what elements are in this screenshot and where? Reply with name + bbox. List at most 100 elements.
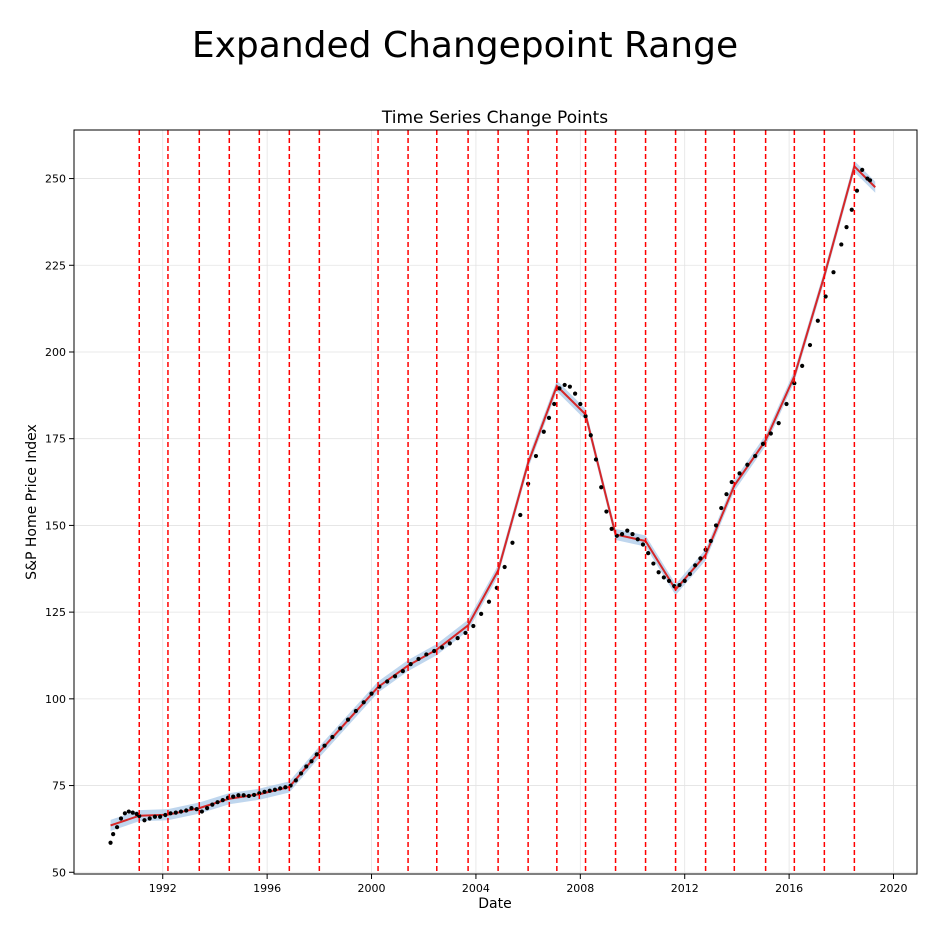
observed-point — [849, 207, 854, 212]
observed-point — [666, 578, 672, 584]
observed-point — [533, 453, 539, 459]
observed-point — [130, 810, 135, 815]
observed-point — [823, 294, 828, 299]
y-tick-label: 150 — [45, 519, 66, 532]
observed-point — [588, 433, 593, 438]
observed-point — [839, 242, 844, 247]
observed-point — [262, 789, 267, 794]
observed-point — [760, 441, 766, 447]
observed-point — [635, 537, 640, 542]
observed-point — [400, 668, 405, 674]
observed-point — [220, 798, 225, 803]
y-axis-label: S&P Home Price Index — [24, 424, 40, 580]
x-axis-label: Date — [478, 896, 511, 912]
observed-point — [246, 793, 251, 799]
observed-point — [463, 630, 468, 636]
observed-point — [844, 225, 849, 230]
observed-point — [693, 563, 698, 568]
observed-point — [599, 485, 604, 490]
observed-point — [194, 807, 199, 812]
x-tick-label: 2016 — [775, 882, 803, 895]
observed-point — [486, 599, 492, 604]
observed-point — [257, 791, 262, 796]
observed-point — [353, 708, 358, 714]
observed-point — [111, 832, 116, 837]
observed-point — [807, 342, 813, 348]
observed-point — [860, 167, 865, 172]
y-tick-label: 175 — [45, 433, 66, 446]
observed-point — [784, 401, 789, 407]
observed-point — [173, 810, 178, 815]
observed-point — [231, 794, 236, 799]
observed-point — [416, 656, 421, 662]
x-tick-label: 2012 — [671, 882, 699, 895]
observed-point — [682, 578, 687, 584]
observed-point — [578, 401, 583, 407]
observed-point — [745, 462, 750, 467]
observed-point — [724, 492, 729, 497]
observed-point — [656, 570, 661, 575]
observed-point — [283, 785, 288, 790]
observed-point — [708, 538, 713, 544]
observed-point — [619, 531, 625, 537]
observed-point — [126, 809, 131, 814]
observed-point — [236, 793, 241, 798]
observed-point — [408, 662, 413, 667]
x-tick-label: 2020 — [880, 882, 908, 895]
observed-point — [147, 816, 152, 821]
observed-point — [630, 531, 635, 537]
observed-point — [604, 509, 609, 514]
observed-point — [189, 805, 194, 811]
observed-point — [314, 752, 319, 757]
observed-point — [562, 382, 567, 388]
observed-point — [583, 414, 588, 419]
observed-point — [640, 542, 646, 547]
observed-point — [479, 611, 484, 616]
observed-point — [241, 793, 246, 798]
y-axis: 50 75 100 125 150 175 200 225 250 — [45, 173, 74, 879]
observed-point — [573, 391, 578, 396]
observed-point — [163, 812, 168, 818]
x-tick-label: 1996 — [253, 882, 281, 895]
observed-point — [546, 415, 552, 420]
observed-point — [304, 764, 309, 769]
observed-point — [251, 792, 257, 798]
observed-point — [609, 526, 614, 531]
x-tick-label: 2004 — [462, 882, 490, 895]
observed-point — [698, 556, 703, 561]
observed-point — [168, 811, 173, 816]
observed-point — [142, 818, 147, 823]
observed-point — [432, 648, 437, 654]
observed-point — [792, 381, 797, 386]
observed-point — [831, 270, 836, 275]
observed-point — [719, 505, 724, 511]
observed-point — [108, 840, 113, 845]
observed-point — [309, 759, 314, 764]
observed-point — [567, 384, 572, 389]
observed-point — [646, 551, 651, 556]
x-tick-label: 2008 — [566, 882, 594, 895]
observed-point — [152, 814, 158, 819]
y-tick-label: 225 — [45, 259, 66, 272]
y-tick-label: 200 — [45, 346, 66, 359]
observed-point — [215, 800, 220, 805]
grid-lines — [74, 130, 917, 874]
observed-point — [867, 178, 873, 183]
observed-point — [768, 431, 773, 436]
observed-point — [510, 540, 515, 545]
observed-point — [729, 479, 734, 485]
observed-point — [541, 429, 546, 434]
observed-point — [330, 734, 335, 740]
observed-point — [361, 700, 366, 705]
observed-point — [713, 523, 719, 528]
y-tick-label: 75 — [52, 780, 66, 793]
y-tick-label: 125 — [45, 606, 66, 619]
observed-point — [114, 825, 120, 830]
observed-point — [345, 717, 351, 722]
observed-point — [439, 645, 445, 650]
observed-point — [293, 778, 298, 783]
observed-point — [471, 623, 476, 629]
figure-suptitle: Expanded Changepoint Range — [192, 25, 738, 66]
observed-point — [392, 674, 398, 679]
